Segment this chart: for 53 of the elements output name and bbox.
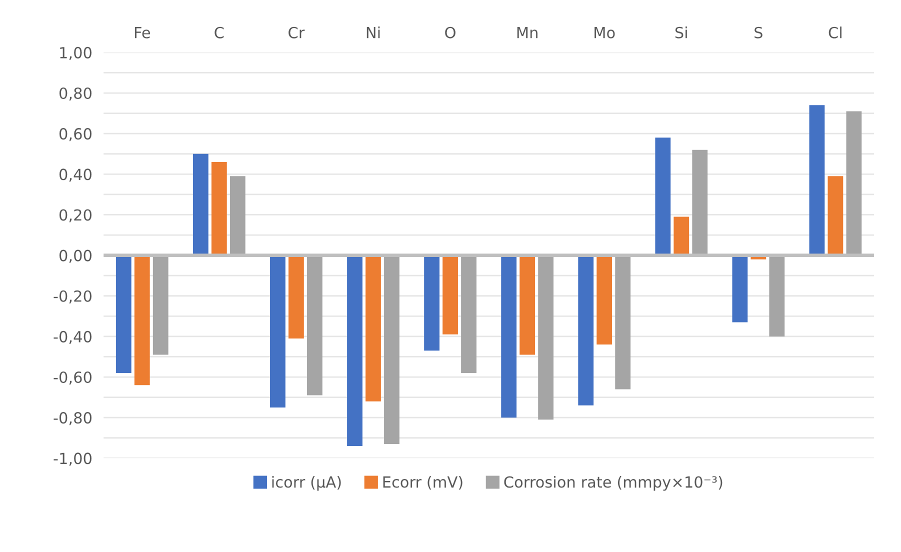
y-tick-label: 0,40 [59,168,92,182]
bar [501,255,517,418]
bar [461,255,476,373]
legend-label: Ecorr (mV) [383,476,462,490]
y-tick-label: -0,80 [54,412,92,426]
bar [615,255,631,390]
bar [596,255,612,345]
y-tick-label: -1,00 [54,452,92,466]
bar [674,216,690,256]
bar [578,255,594,406]
y-tick-label: -0,60 [54,371,92,385]
x-tick-label: Mn [517,27,538,38]
bar [769,255,785,336]
bar [306,255,322,396]
bar [442,255,458,334]
bar [347,255,362,446]
y-tick-label: -0,40 [54,330,92,344]
bar [655,138,671,256]
bar [520,255,536,355]
bar [846,111,862,256]
bar [538,255,554,420]
bar [828,176,844,256]
bar [270,255,286,408]
x-tick-label: Mo [594,27,615,38]
bar [366,255,381,402]
x-tick-label: Cl [828,26,842,38]
bar [192,154,208,256]
y-tick-label: 1,00 [60,46,92,60]
y-tick-label: 0,80 [59,87,92,101]
bar [288,255,304,338]
x-tick-label: C [214,26,224,38]
x-tick-label: Cr [288,26,305,38]
y-tick-label: 0,00 [59,250,92,263]
legend-label: icorr (µA) [272,476,341,491]
y-tick-label: 0,20 [59,209,92,222]
bar [809,105,825,256]
bar [424,255,440,351]
x-tick-label: Si [675,26,687,38]
legend-label: Corrosion rate (mmpy×10⁻³) [504,476,722,491]
bar [230,176,246,256]
bar [732,255,748,322]
bar [116,255,132,373]
bar [211,162,227,256]
x-tick-label: O [445,26,456,38]
bar [134,255,150,386]
bar [692,150,708,256]
y-tick-label: -0,20 [54,290,92,304]
bar [152,255,168,355]
bar [384,255,400,444]
x-tick-label: Ni [366,26,380,38]
x-tick-label: Fe [134,27,150,38]
y-tick-label: 0,60 [59,128,92,142]
x-tick-label: S [754,26,762,38]
